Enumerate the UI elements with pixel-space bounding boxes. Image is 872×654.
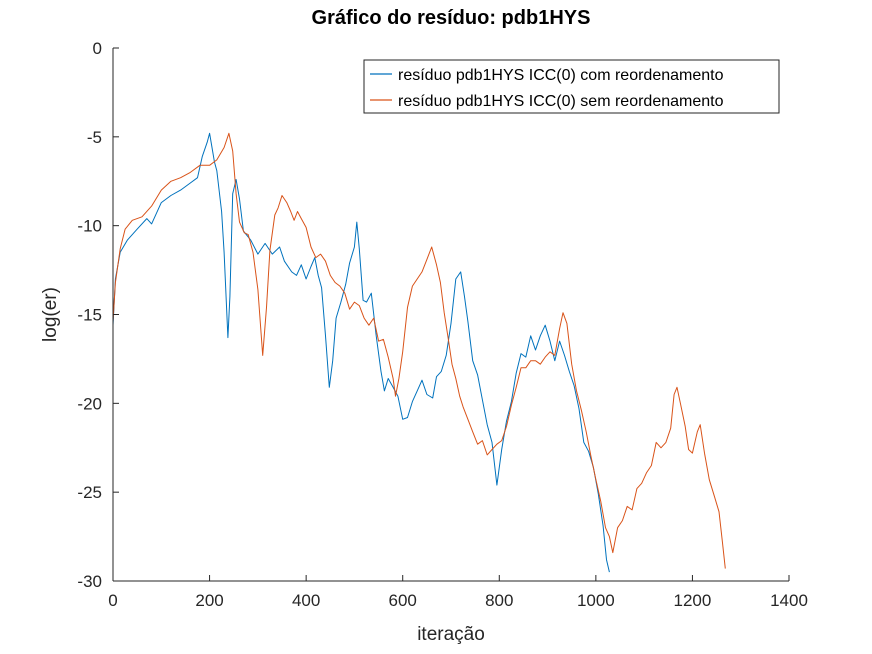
y-tick-label: -5 <box>87 128 102 147</box>
y-tick-label: -20 <box>77 394 102 413</box>
x-tick-label: 400 <box>292 591 320 610</box>
chart-title: Gráfico do resíduo: pdb1HYS <box>312 7 591 29</box>
y-tick-label: 0 <box>93 39 102 58</box>
y-tick-label: -10 <box>77 217 102 236</box>
y-tick-label: -15 <box>77 306 102 325</box>
legend-label-2: resíduo pdb1HYS ICC(0) sem reordenamento <box>398 93 724 110</box>
x-axis-label: iteração <box>417 624 485 645</box>
y-tick-label: -25 <box>77 483 102 502</box>
x-tick-label: 600 <box>389 591 417 610</box>
plot-area <box>112 132 726 573</box>
axes: 0 200 400 600 800 1000 1200 1400 0 -5 -10 -15 -20 -25… <box>77 39 807 610</box>
y-axis-label: log(er) <box>40 287 61 342</box>
x-tick-label: 800 <box>485 591 513 610</box>
y-tick-label: -30 <box>77 572 102 591</box>
x-tick-label: 1000 <box>577 591 615 610</box>
legend: resíduo pdb1HYS ICC(0) com reordenamento… <box>363 59 780 114</box>
x-tick-label: 200 <box>195 591 223 610</box>
x-tick-label: 1200 <box>674 591 712 610</box>
legend-box <box>363 59 780 114</box>
series-line-1 <box>112 132 610 573</box>
x-tick-label: 1400 <box>770 591 808 610</box>
legend-label-1: resíduo pdb1HYS ICC(0) com reordenamento <box>398 67 724 84</box>
series-line-2 <box>112 132 726 569</box>
x-tick-label: 0 <box>108 591 117 610</box>
